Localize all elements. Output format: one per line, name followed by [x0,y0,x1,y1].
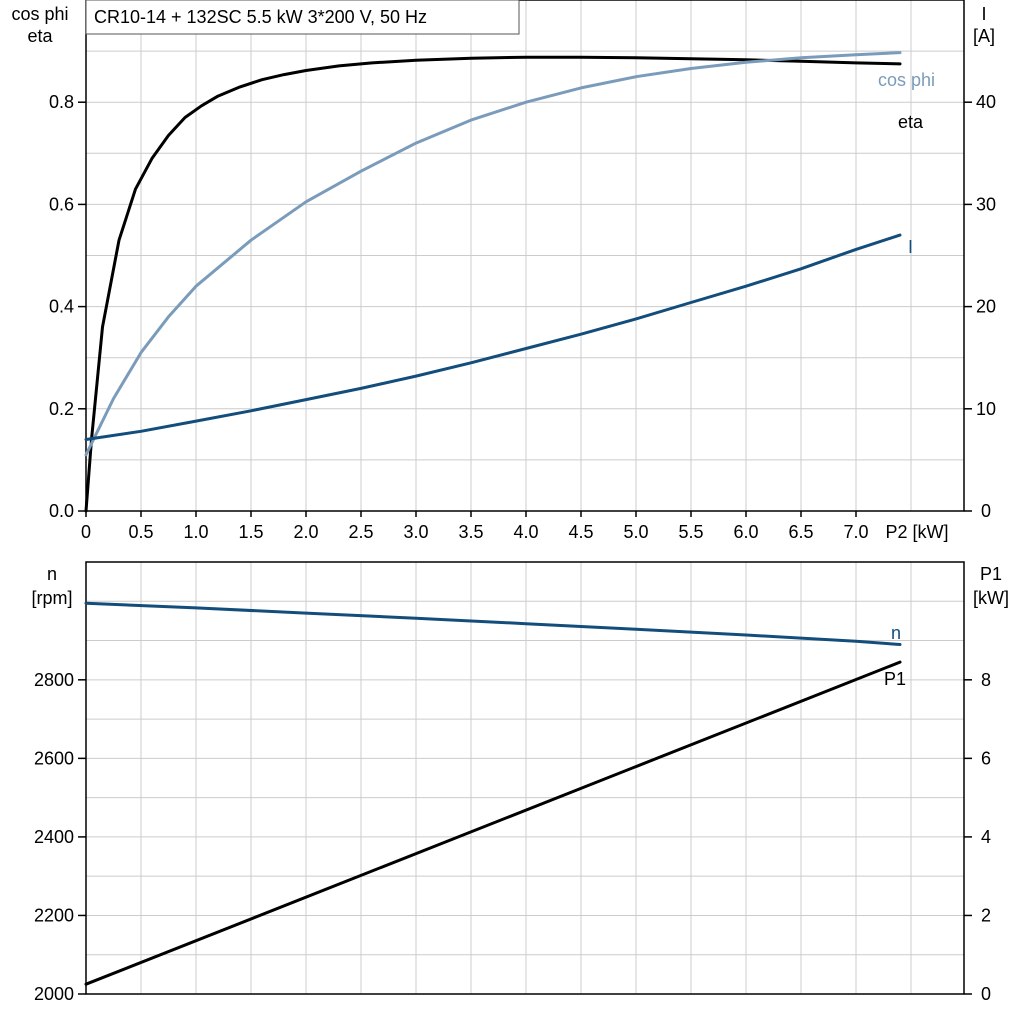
x-tick-label: 7.0 [843,522,868,542]
right-tick-label: 20 [976,297,996,317]
top-chart: 0.0 0.2 0.4 0.6 0.8 0 10 20 30 40 0 0.5 1.0 1.5 2.0 2… [11,0,996,542]
series-label-p1: P1 [884,669,906,689]
title-box [85,0,520,35]
right-tick-label: 30 [976,194,996,214]
left-tick-label: 0.8 [49,92,74,112]
x-axis-title: P2 [kW] [885,522,948,542]
left-tick-label: 0.4 [49,297,74,317]
right-tick-label: 4 [981,827,991,847]
left-tick-label: 0.6 [49,194,74,214]
left-tick-label: 2000 [34,984,74,1004]
top-left-axis-title-line1: cos phi [11,4,68,24]
x-tick-label: 6.5 [788,522,813,542]
top-right-axis-title-line1: I [981,4,986,24]
bottom-right-axis-title-line1: P1 [980,564,1002,584]
right-tick-label: 0 [981,501,991,521]
bottom-left-axis-title-line1: n [47,564,57,584]
left-tick-label: 0.2 [49,399,74,419]
curve-cos-phi [84,51,902,457]
left-tick-label: 2600 [34,748,74,768]
right-tick-label: 8 [981,670,991,690]
curve-i [84,233,902,441]
right-tick-label: 10 [976,399,996,419]
top-chart-grid [86,0,964,511]
x-tick-label: 5.0 [623,522,648,542]
chart-title: CR10-14 + 132SC 5.5 kW 3*200 V, 50 Hz [94,7,427,27]
x-tick-label: 1.0 [183,522,208,542]
x-tick-label: 3.0 [403,522,428,542]
bottom-left-axis-title-line2: [rpm] [31,588,72,608]
top-left-axis-title-line2: eta [27,26,53,46]
right-tick-label: 6 [981,748,991,768]
right-tick-label: 0 [981,984,991,1004]
x-tick-label: 4.5 [568,522,593,542]
bottom-chart: 2000 2200 2400 2600 2800 0 2 4 6 8 n [rpm] P1 [k… [31,561,1009,1004]
bottom-chart-grid [86,562,964,994]
bottom-right-axis-ticks: 0 2 4 6 8 [964,670,991,1004]
top-chart-frame [85,0,965,512]
curve-n [84,601,902,646]
top-right-axis-ticks: 0 10 20 30 40 [964,92,996,521]
bottom-right-axis-title-line2: [kW] [973,588,1009,608]
top-right-axis-title-line2: [A] [973,26,995,46]
bottom-chart-frame [85,561,965,995]
x-tick-label: 5.5 [678,522,703,542]
x-tick-label: 2.0 [293,522,318,542]
x-axis-ticks: 0 0.5 1.0 1.5 2.0 2.5 3.0 3.5 4.0 4.5 5.0 5.5 6.0 6.5… [81,511,869,542]
curve-p1 [84,660,902,986]
x-tick-label: 0.5 [128,522,153,542]
left-tick-label: 2800 [34,670,74,690]
series-label-cos-phi: cos phi [878,70,935,90]
x-tick-label: 2.5 [348,522,373,542]
bottom-left-axis-ticks: 2000 2200 2400 2600 2800 [34,670,86,1004]
bottom-chart-curves [84,601,902,986]
x-tick-label: 6.0 [733,522,758,542]
x-tick-label: 1.5 [238,522,263,542]
x-tick-label: 0 [81,522,91,542]
top-chart-curves [84,51,902,513]
left-tick-label: 2400 [34,827,74,847]
left-tick-label: 2200 [34,905,74,925]
x-tick-label: 4.0 [513,522,538,542]
right-tick-label: 40 [976,92,996,112]
right-tick-label: 2 [981,905,991,925]
top-left-axis-ticks: 0.0 0.2 0.4 0.6 0.8 [49,92,86,521]
x-tick-label: 3.5 [458,522,483,542]
series-label-speed: n [891,623,901,643]
series-label-eta: eta [898,112,924,132]
left-tick-label: 0.0 [49,501,74,521]
curve-eta [84,55,902,513]
series-label-current: I [908,237,913,257]
